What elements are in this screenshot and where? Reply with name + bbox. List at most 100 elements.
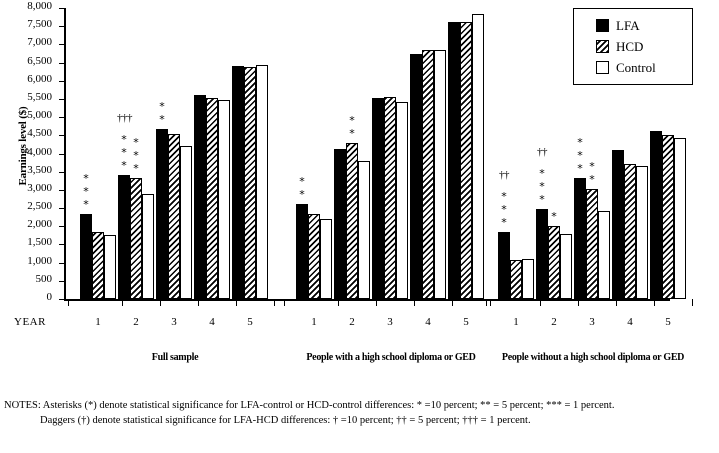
bar-cluster: * * * * * * ††† [117,8,154,299]
y-tick: 5,500 [27,91,65,103]
y-tick: 500 [36,273,65,285]
bar-control [674,138,686,299]
x-axis-line [64,299,670,301]
bar-cluster: * * [156,8,192,299]
significance-asterisks-lfa: * * [296,174,308,201]
bar-hcd [662,135,674,299]
significance-asterisks-hcd: * * [346,113,358,140]
asterisk-mark: * [159,113,165,127]
asterisk-mark: * [577,162,583,176]
bar-lfa [334,148,346,299]
asterisk-mark: * [577,149,583,163]
bar-lfa [194,94,206,299]
x-tick [160,299,161,306]
legend-swatch-control-icon [596,61,609,74]
bar-cluster [372,8,408,299]
y-tick-label: 2,500 [27,200,52,213]
y-tick: 1,500 [27,236,65,248]
asterisk-mark: * [299,175,305,189]
year-label-2: 2 [349,316,355,328]
y-tick-label: 0 [46,291,53,303]
legend-swatch-lfa-icon [596,19,609,32]
asterisk-mark: * [551,209,557,223]
bar-control [434,49,446,299]
bar-cluster [612,8,648,299]
legend-label-control: Control [616,59,656,75]
asterisk-mark: * [577,136,583,150]
bar-hcd [206,98,218,299]
notes-line-daggers: Daggers (†) denote statistical significa… [40,415,531,426]
bar-lfa [80,214,92,299]
y-tick-label: 1,000 [27,254,52,267]
asterisk-mark: * [501,203,507,217]
asterisk-mark: * [501,190,507,204]
asterisk-mark: * [589,172,595,186]
y-tick-label: 3,500 [27,163,52,176]
asterisk-mark: * [539,166,545,180]
bar-control [560,233,572,299]
plot-area: 8,000 7,500 7,000 6,500 6,000 5,500 5,000 4,500… [14,0,693,363]
y-tick-label: 6,500 [27,54,52,67]
year-label-3: 3 [589,316,595,328]
y-tick: 5,000 [27,109,65,121]
bar-lfa [612,149,624,299]
bar-lfa [118,175,130,299]
year-label-4: 4 [425,316,431,328]
bar-control [320,218,332,299]
legend: LFA HCD Control [573,8,693,85]
significance-asterisks-lfa: * * * [118,132,130,173]
bar-cluster [650,8,686,299]
significance-asterisks-lfa: * * [156,99,168,127]
legend-item-hcd: HCD [574,36,692,57]
asterisk-mark: * [83,198,89,212]
bar-cluster: * * * * †† [536,8,572,299]
y-tick: 4,500 [27,127,65,139]
legend-label-hcd: HCD [616,38,644,54]
y-axis-line [64,8,66,300]
year-label-5: 5 [665,316,671,328]
asterisk-mark: * [83,172,89,186]
y-tick: 6,500 [27,55,65,67]
asterisk-mark: * [121,133,127,147]
x-tick [284,299,285,306]
year-axis-label: YEAR [14,316,46,328]
bar-hcd [130,177,142,299]
asterisk-mark: * [133,148,139,162]
asterisk-mark: * [589,159,595,173]
dagger-mark: †† [537,145,548,158]
bar-control [636,166,648,299]
significance-daggers: †† [497,169,511,182]
bar-control [358,160,370,299]
significance-asterisks-lfa: * * * [536,166,548,206]
bar-lfa [156,129,168,299]
asterisk-mark: * [133,161,139,175]
significance-asterisks-lfa: * * * [574,135,586,176]
legend-label-lfa: LFA [616,17,640,33]
asterisk-mark: * [121,159,127,173]
asterisk-mark: * [159,100,165,114]
y-tick-label: 4,500 [27,127,52,140]
x-tick [616,299,617,306]
bar-cluster: * * * * * [574,8,610,299]
group-caption: People without a high school diploma or … [501,352,685,363]
bar-lfa [296,204,308,299]
bar-hcd [384,97,396,299]
significance-asterisks-hcd: * * * [130,135,142,175]
year-label-4: 4 [209,316,215,328]
bar-cluster: * * [334,8,370,299]
y-tick: 4,000 [27,146,65,158]
x-tick [338,299,339,306]
bar-cluster [410,8,446,299]
year-label-1: 1 [311,316,317,328]
bar-hcd [510,259,522,299]
bar-cluster: * * * †† [498,8,534,299]
bar-lfa [448,21,460,299]
bar-control [180,145,192,299]
asterisk-mark: * [349,126,355,140]
year-label-3: 3 [171,316,177,328]
bar-hcd [548,225,560,299]
year-label-5: 5 [247,316,253,328]
x-tick [540,299,541,306]
x-tick [452,299,453,306]
bar-cluster: * * [296,8,332,299]
